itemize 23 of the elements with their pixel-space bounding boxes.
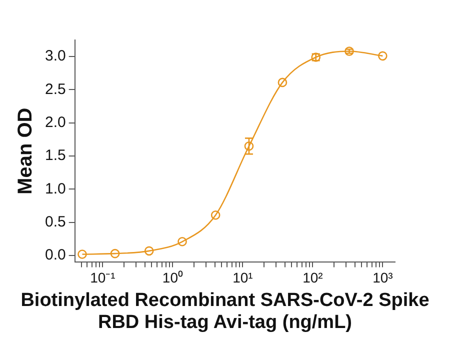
point bbox=[278, 78, 288, 88]
x-axis-title: Biotinylated Recombinant SARS-CoV-2 Spike RBD His-tag Avi-tag (ng/mL) bbox=[20, 290, 430, 334]
x-tick-label: 10¹ bbox=[232, 269, 254, 286]
y-tick-label: 0.0 bbox=[44, 246, 66, 264]
x-tick-label: 10⁰ bbox=[162, 269, 183, 286]
point bbox=[144, 246, 154, 256]
y-axis-title: Mean OD bbox=[14, 108, 37, 194]
y-tick-label: 2.5 bbox=[44, 80, 66, 98]
y-tick-label: 3.0 bbox=[44, 48, 66, 65]
y-tick-label: 1.0 bbox=[44, 180, 66, 198]
point bbox=[244, 141, 254, 151]
x-tick-label: 10⁻¹ bbox=[90, 269, 116, 286]
point bbox=[210, 210, 220, 220]
point bbox=[110, 248, 120, 258]
y-tick-label: 1.5 bbox=[44, 147, 66, 164]
x-tick-label: 10³ bbox=[372, 269, 394, 286]
point bbox=[178, 236, 187, 246]
point bbox=[378, 51, 388, 61]
y-tick-label: 0.5 bbox=[44, 214, 66, 231]
y-tick-label: 2.0 bbox=[44, 114, 66, 132]
x-tick-label: 10² bbox=[302, 269, 324, 286]
point bbox=[344, 46, 354, 56]
point bbox=[78, 250, 87, 259]
